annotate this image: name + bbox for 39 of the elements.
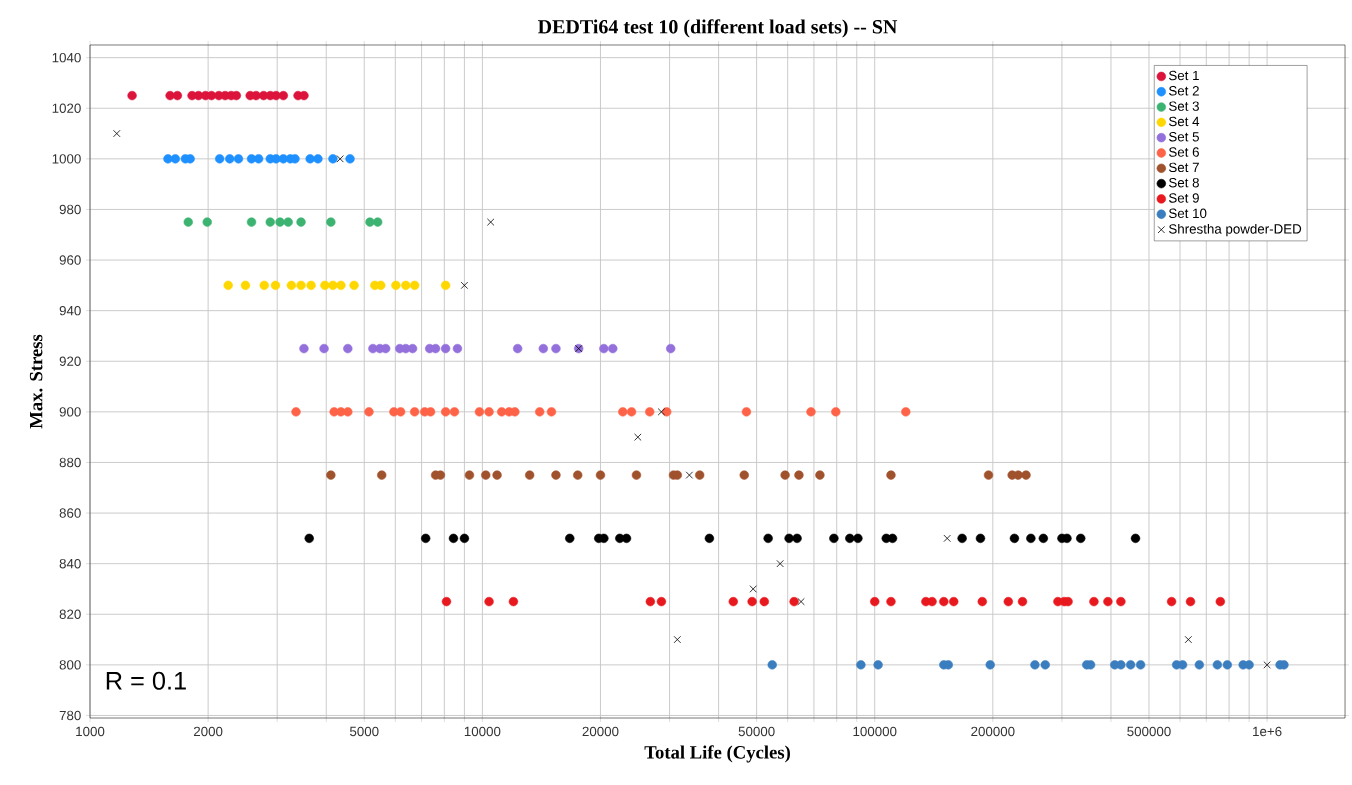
x-tick-label: 200000	[971, 726, 1015, 737]
y-tick-label: 800	[59, 660, 81, 670]
y-tick-label: 960	[59, 255, 81, 265]
legend-label: Set 1	[1169, 70, 1199, 81]
legend-label: Set 2	[1169, 86, 1199, 96]
y-tick-label: 880	[59, 457, 81, 468]
x-tick-label: 500000	[1127, 726, 1171, 737]
legend-label: Set 3	[1169, 101, 1199, 111]
legend-label: Set 7	[1169, 162, 1199, 173]
legend-label: Set 8	[1169, 177, 1199, 188]
x-tick-label: 10000	[464, 726, 501, 737]
x-axis-title: Total Life (Cycles)	[644, 745, 790, 763]
annotation: R = 0.1	[106, 671, 186, 690]
x-tick-label: 1e+6	[1253, 726, 1282, 737]
legend-label: Set 9	[1169, 193, 1199, 203]
y-tick-label: 1020	[52, 103, 81, 113]
y-tick-label: 840	[59, 558, 81, 569]
x-tick-label: 1000	[76, 726, 105, 737]
x-tick-label: 100000	[853, 726, 897, 737]
y-tick-label: 860	[59, 508, 81, 518]
x-tick-label: 2000	[193, 726, 223, 737]
legend-label: Set 4	[1169, 116, 1200, 127]
legend-label: Set 5	[1169, 132, 1199, 142]
y-tick-label: 920	[59, 356, 81, 366]
y-tick-label: 820	[59, 609, 81, 619]
x-tick-label: 50000	[738, 726, 775, 737]
legend-label: Shrestha powder-DED	[1169, 223, 1302, 237]
chart-title: DEDTi64 test 10 (different load sets) -- SN	[537, 19, 898, 38]
y-tick-label: 900	[59, 407, 81, 417]
x-tick-label: 5000	[349, 726, 379, 737]
legend-label: Set 10	[1169, 208, 1207, 219]
y-tick-label: 940	[59, 305, 81, 316]
y-tick-label: 1000	[52, 154, 81, 164]
y-tick-label: 980	[59, 204, 81, 215]
y-tick-label: 780	[59, 710, 81, 721]
y-tick-label: 1040	[52, 52, 81, 63]
x-tick-label: 20000	[582, 726, 619, 737]
legend-label: Set 6	[1169, 147, 1199, 157]
y-axis-title: Max. Stress	[29, 334, 43, 429]
